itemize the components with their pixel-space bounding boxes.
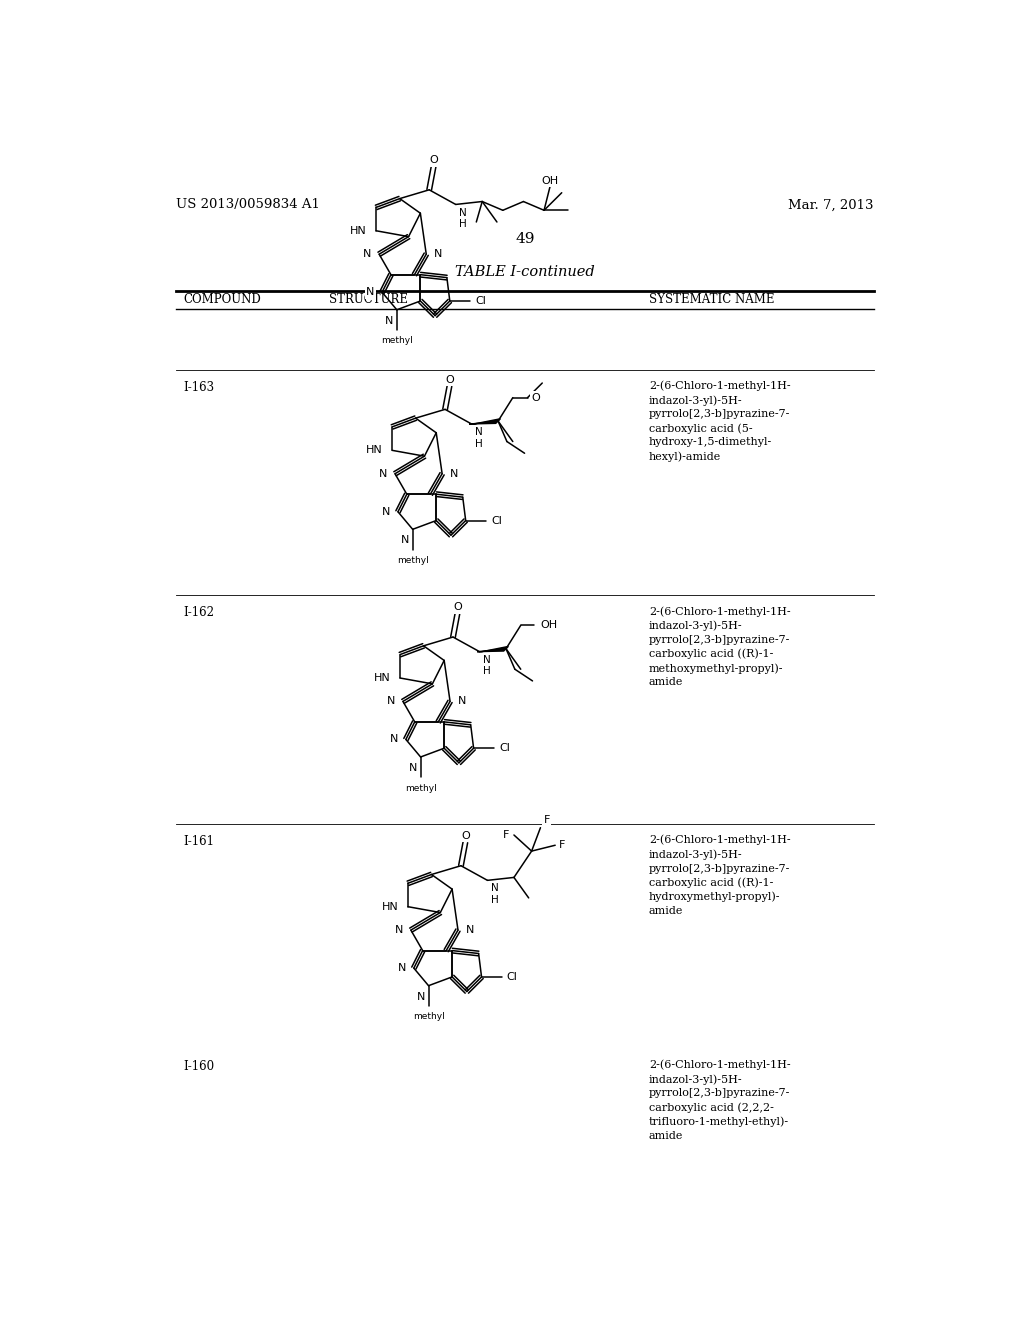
Text: methyl: methyl — [381, 337, 413, 346]
Text: OH: OH — [542, 176, 558, 186]
Text: 2-(6-Chloro-1-methyl-1H-
indazol-3-yl)-5H-
pyrrolo[2,3-b]pyrazine-7-
carboxylic : 2-(6-Chloro-1-methyl-1H- indazol-3-yl)-5… — [649, 836, 791, 916]
Text: N
H: N H — [482, 655, 490, 676]
Text: N: N — [450, 469, 459, 479]
Text: Cl: Cl — [475, 296, 486, 306]
Text: HN: HN — [350, 226, 367, 236]
Text: O: O — [445, 375, 454, 385]
Text: Cl: Cl — [490, 516, 502, 525]
Text: N
H: N H — [490, 883, 499, 906]
Text: SYSTEMATIC NAME: SYSTEMATIC NAME — [649, 293, 774, 306]
Text: TABLE I-continued: TABLE I-continued — [455, 264, 595, 279]
Text: N: N — [410, 763, 418, 774]
Text: N: N — [401, 536, 410, 545]
Text: I-161: I-161 — [183, 836, 215, 847]
Text: I-160: I-160 — [183, 1060, 215, 1073]
Text: US 2013/0059834 A1: US 2013/0059834 A1 — [176, 198, 319, 211]
Text: N: N — [417, 991, 425, 1002]
Text: 2-(6-Chloro-1-methyl-1H-
indazol-3-yl)-5H-
pyrrolo[2,3-b]pyrazine-7-
carboxylic : 2-(6-Chloro-1-methyl-1H- indazol-3-yl)-5… — [649, 606, 791, 688]
Text: N: N — [362, 249, 372, 259]
Polygon shape — [477, 647, 508, 652]
Text: N: N — [382, 507, 390, 516]
Text: O: O — [453, 602, 462, 612]
Text: N: N — [385, 315, 393, 326]
Text: 2-(6-Chloro-1-methyl-1H-
indazol-3-yl)-5H-
pyrrolo[2,3-b]pyrazine-7-
carboxylic : 2-(6-Chloro-1-methyl-1H- indazol-3-yl)-5… — [649, 1060, 791, 1140]
Text: O: O — [461, 832, 470, 841]
Text: F: F — [544, 814, 550, 825]
Text: N
H: N H — [459, 207, 467, 230]
Text: N
H: N H — [475, 428, 482, 449]
Text: I-163: I-163 — [183, 380, 215, 393]
Text: Cl: Cl — [507, 972, 518, 982]
Text: HN: HN — [374, 673, 391, 682]
Text: N: N — [434, 249, 442, 259]
Text: methyl: methyl — [413, 1012, 444, 1022]
Text: N: N — [458, 697, 466, 706]
Text: F: F — [503, 830, 509, 840]
Text: Mar. 7, 2013: Mar. 7, 2013 — [788, 198, 873, 211]
Text: methyl: methyl — [404, 784, 436, 792]
Text: I-162: I-162 — [183, 606, 215, 619]
Text: N: N — [366, 288, 375, 297]
Text: OH: OH — [540, 620, 557, 631]
Text: 2-(6-Chloro-1-methyl-1H-
indazol-3-yl)-5H-
pyrrolo[2,3-b]pyrazine-7-
carboxylic : 2-(6-Chloro-1-methyl-1H- indazol-3-yl)-5… — [649, 380, 791, 462]
Text: F: F — [559, 841, 565, 850]
Text: 49: 49 — [515, 231, 535, 246]
Text: O: O — [531, 392, 540, 403]
Text: N: N — [394, 925, 403, 935]
Text: STRUCTURE: STRUCTURE — [329, 293, 408, 306]
Text: COMPOUND: COMPOUND — [183, 293, 261, 306]
Text: N: N — [390, 734, 398, 744]
Text: HN: HN — [382, 902, 398, 912]
Text: N: N — [397, 964, 407, 973]
Text: Cl: Cl — [499, 743, 510, 754]
Text: N: N — [379, 469, 387, 479]
Polygon shape — [469, 418, 501, 424]
Text: HN: HN — [366, 445, 383, 455]
Text: N: N — [387, 697, 395, 706]
Text: N: N — [466, 925, 474, 935]
Text: O: O — [429, 156, 438, 165]
Text: methyl: methyl — [396, 556, 429, 565]
